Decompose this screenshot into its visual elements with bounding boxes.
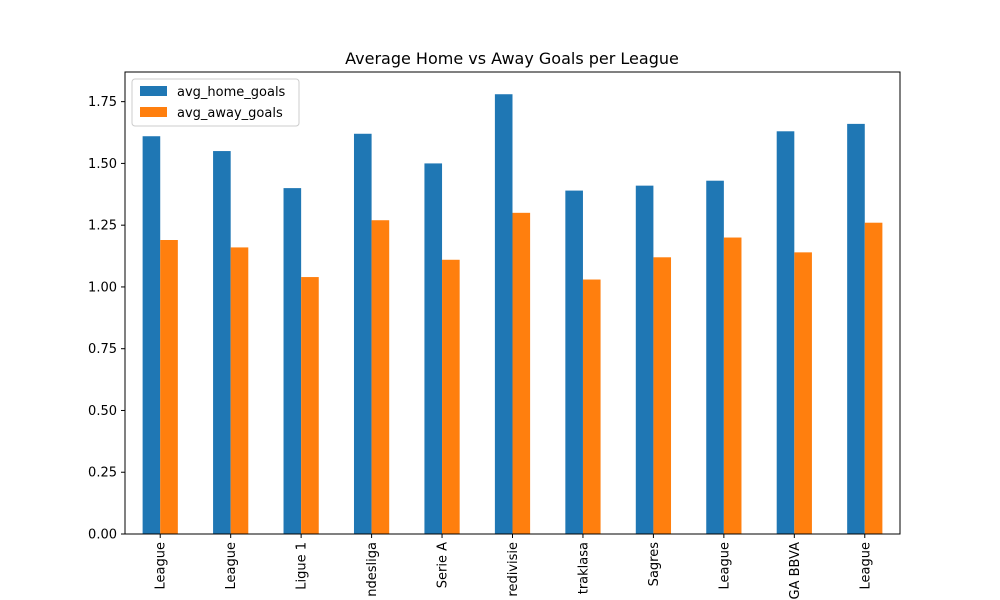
bar-avg_home_goals-4	[424, 163, 443, 535]
y-tick-label: 0.00	[88, 528, 117, 543]
bar-avg_home_goals-6	[565, 190, 583, 534]
legend: avg_home_goals avg_away_goals	[131, 78, 300, 127]
bar-avg_away_goals-6	[582, 279, 601, 534]
bar-avg_away_goals-1	[230, 247, 249, 535]
legend-swatch-home	[140, 86, 167, 96]
bar-avg_away_goals-3	[371, 220, 390, 534]
bar-avg_home_goals-9	[776, 131, 795, 534]
chart-title: Average Home vs Away Goals per League	[345, 49, 679, 68]
bar-avg_home_goals-2	[283, 188, 302, 534]
bar-avg_home_goals-10	[847, 123, 865, 534]
x-tick-label: redivisie	[506, 542, 521, 597]
legend-label-away: avg_away_goals	[177, 106, 283, 121]
x-axis: League League Ligue 1 ndesliga Serie A redivi…	[154, 534, 873, 600]
bar-avg_home_goals-0	[142, 136, 161, 534]
x-tick-label: GA BBVA	[788, 542, 803, 600]
y-tick-label: 1.75	[88, 95, 117, 110]
bar-avg_home_goals-5	[494, 94, 513, 534]
plot-frame	[124, 71, 901, 535]
y-tick-label: 0.75	[88, 342, 117, 357]
y-tick-label: 0.50	[88, 404, 117, 419]
bar-avg_home_goals-3	[353, 133, 372, 534]
x-tick-label: Sagres	[647, 542, 662, 587]
y-tick-label: 1.00	[88, 280, 117, 295]
legend-label-home: avg_home_goals	[177, 85, 286, 100]
bar-avg_away_goals-10	[864, 222, 883, 535]
bar-avg_home_goals-7	[635, 185, 654, 534]
bar-avg_away_goals-5	[512, 212, 531, 534]
bar-avg_away_goals-7	[653, 257, 672, 534]
x-tick-label: League	[154, 542, 169, 589]
bar-avg_away_goals-4	[442, 259, 460, 534]
x-tick-label: Serie A	[436, 542, 451, 588]
bar-avg_home_goals-1	[213, 151, 231, 534]
x-tick-label: Ligue 1	[295, 542, 310, 590]
bar-avg_away_goals-8	[723, 237, 742, 534]
legend-box	[131, 78, 300, 127]
y-tick-label: 0.25	[88, 466, 117, 481]
y-tick-label: 1.25	[88, 219, 117, 234]
bar-avg_home_goals-8	[706, 180, 724, 535]
y-tick-label: 1.50	[88, 157, 117, 172]
bar-avg_away_goals-0	[160, 240, 178, 534]
bars	[142, 94, 883, 535]
x-tick-label: League	[224, 542, 239, 589]
y-axis: 0.00 0.25 0.50 0.75 1.00 1.25 1.50 1.75	[88, 95, 125, 543]
bar-avg_away_goals-2	[301, 277, 319, 534]
legend-swatch-away	[140, 107, 167, 117]
x-tick-label: League	[858, 542, 873, 589]
bar-avg_away_goals-9	[794, 252, 812, 534]
x-tick-label: traklasa	[576, 542, 591, 594]
x-tick-label: ndesliga	[365, 542, 380, 597]
x-tick-label: League	[717, 542, 732, 589]
